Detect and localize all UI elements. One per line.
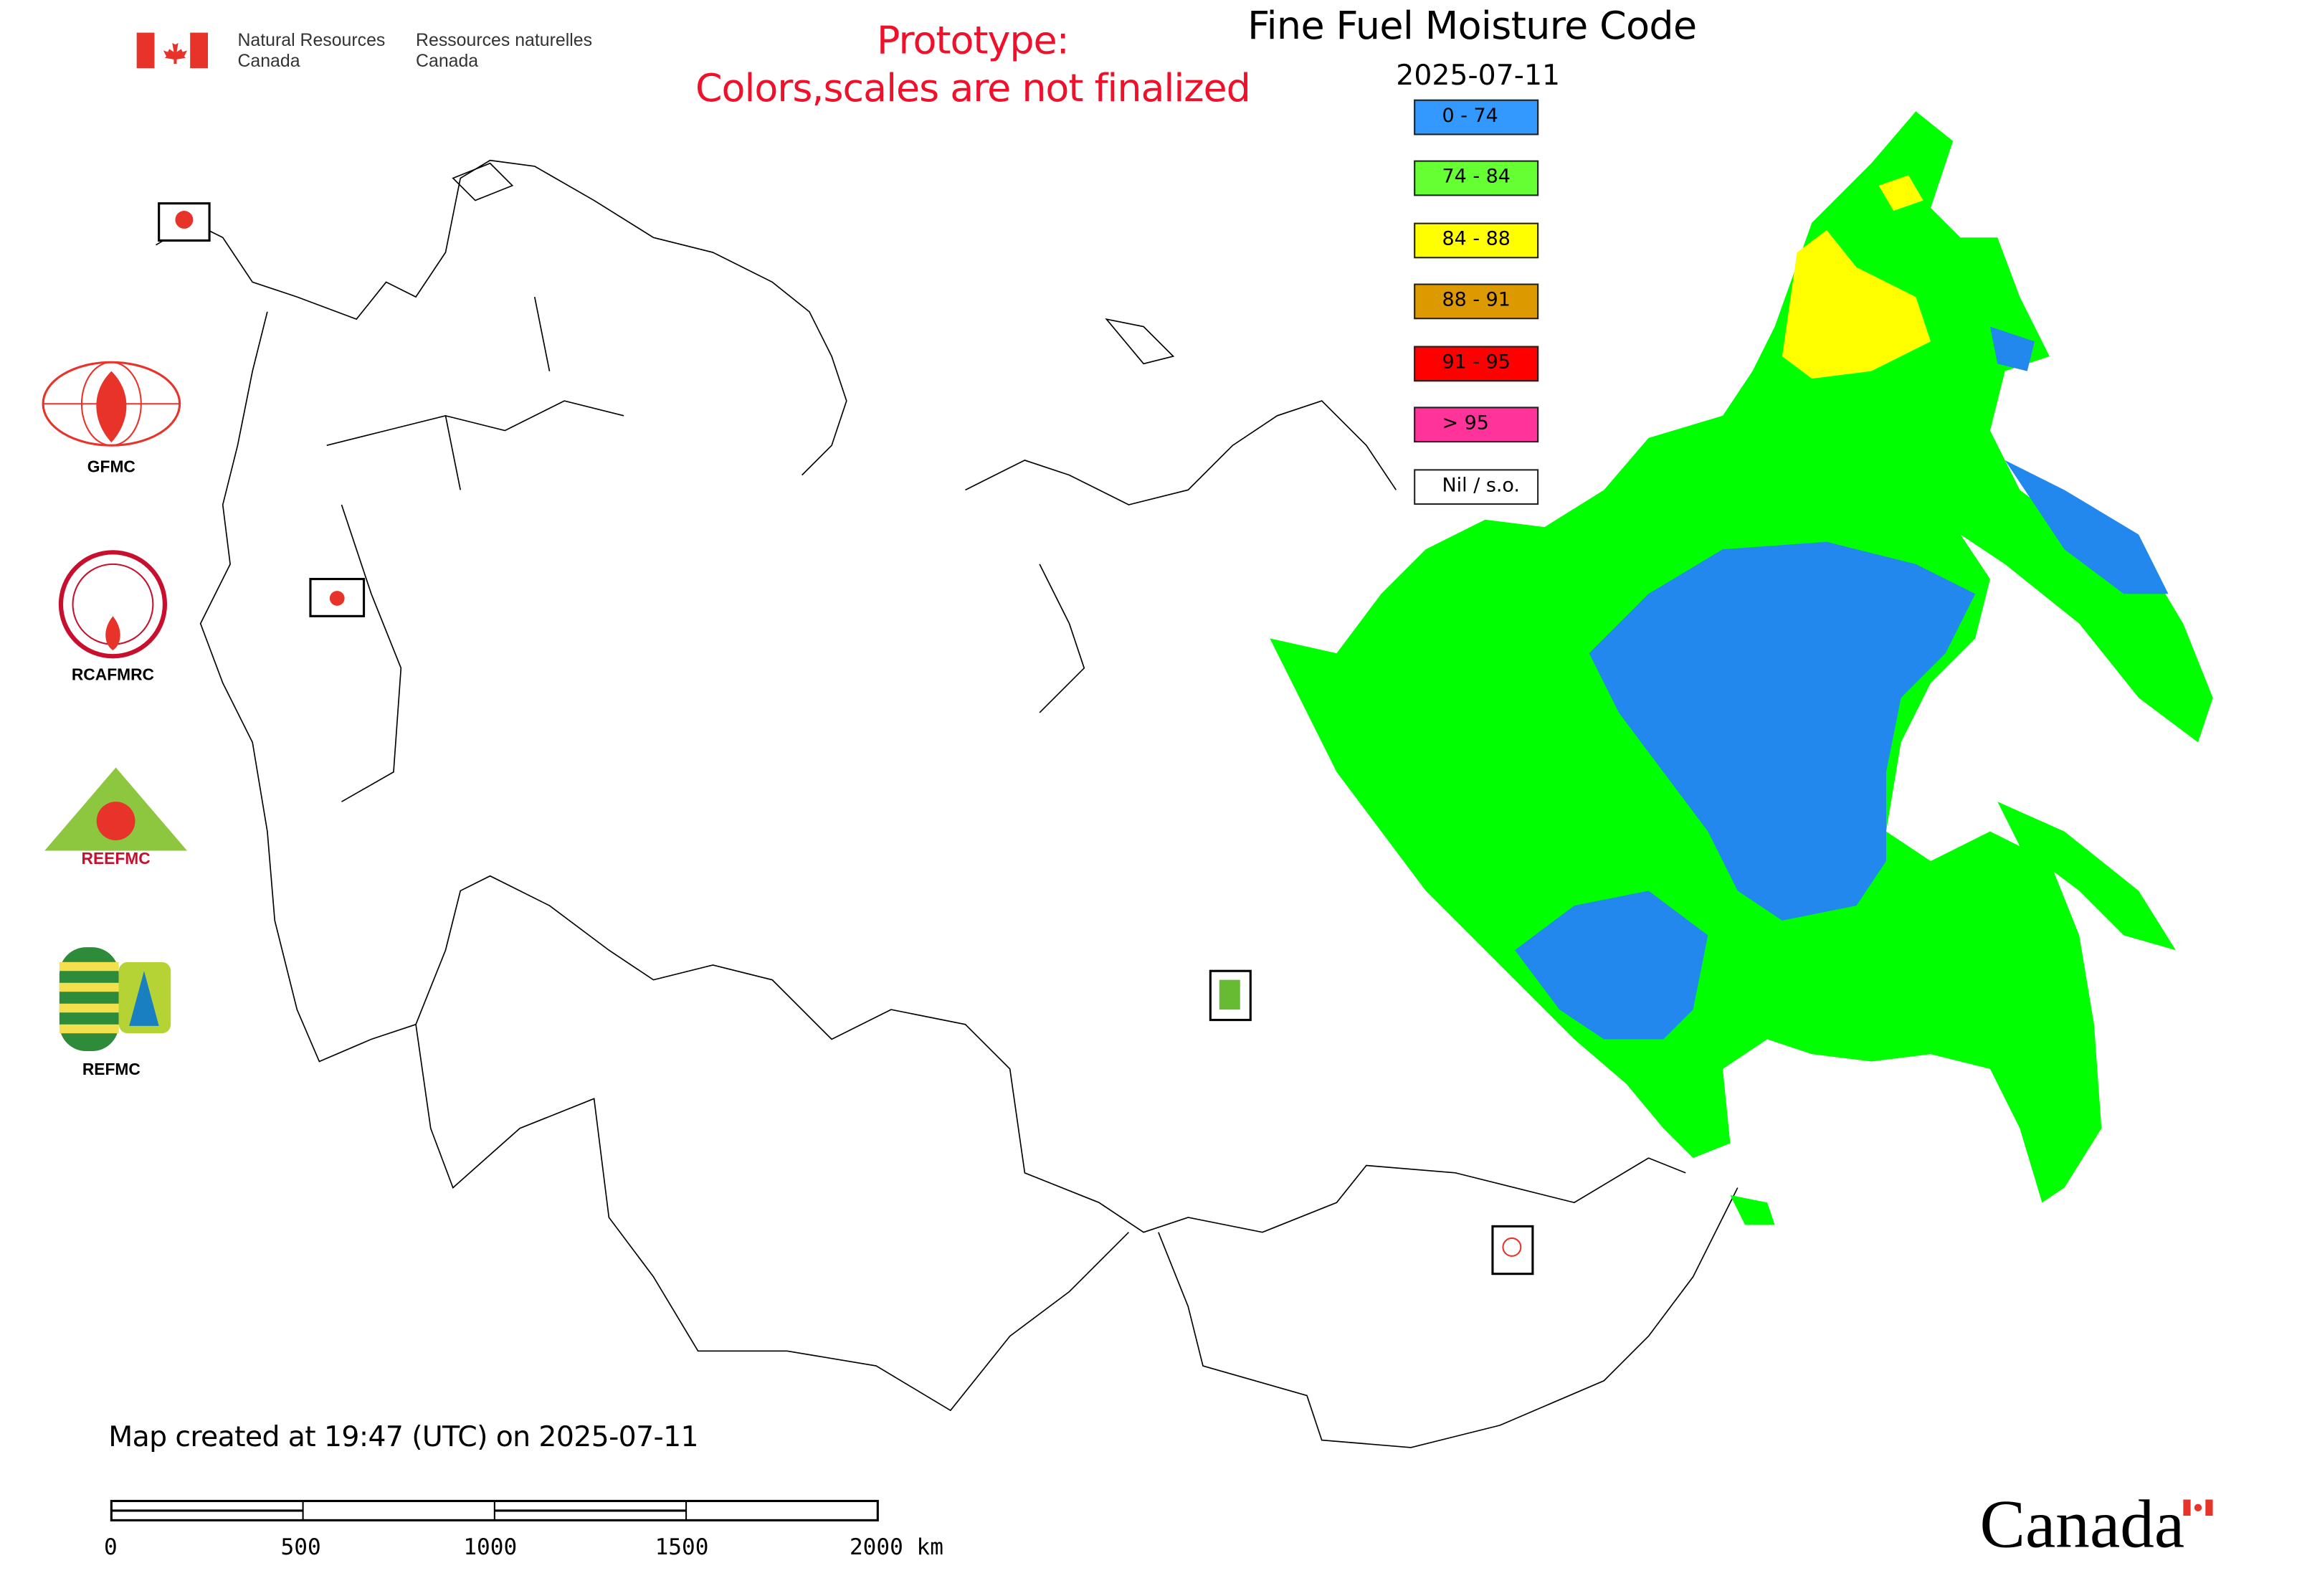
canada-flag-icon (136, 32, 209, 69)
scale-bar (110, 1499, 879, 1521)
legend-item: 74 - 84 (1414, 160, 1539, 196)
map-created-timestamp: Map created at 19:47 (UTC) on 2025-07-11 (108, 1420, 698, 1454)
svg-text:REEFMC: REEFMC (82, 849, 151, 868)
legend-item: Nil / s.o. (1414, 469, 1539, 505)
coastline-north (156, 159, 847, 476)
agency-name-en: Natural Resources Canada (237, 29, 386, 72)
legend-item: 0 - 74 (1414, 99, 1539, 136)
canada-wordmark: Canada (1979, 1486, 2185, 1562)
scale-tick: 1000 (463, 1534, 518, 1561)
agency-name-fr: Ressources naturelles Canada (416, 29, 593, 72)
ffmc-area-84-88 (1782, 175, 1931, 379)
kazakhstan-border (415, 1024, 1130, 1412)
map-date: 2025-07-11 (1396, 59, 1561, 92)
rcafmrc-marker (1491, 1225, 1534, 1276)
inner-borders (326, 296, 624, 802)
refmc-logo: REFMC (37, 944, 186, 1079)
scale-tick: 1500 (655, 1534, 709, 1561)
ffmc-area-0-74 (1515, 326, 2169, 1040)
scale-tick: 0 (104, 1534, 118, 1561)
legend-item: 84 - 88 (1414, 222, 1539, 259)
islands (452, 162, 1175, 365)
prototype-notice: Prototype: Colors,scales are not finaliz… (695, 19, 1251, 112)
rcafmrc-logo: RCAFMRC (39, 549, 187, 685)
legend-item: 88 - 91 (1414, 283, 1539, 320)
legend-item: 91 - 95 (1414, 346, 1539, 382)
taymyr-coast (965, 400, 1397, 713)
gfmc-logo: GFMC (37, 356, 186, 477)
wordmark-flag-icon (2183, 1499, 2213, 1516)
reefmc-logo: REEFMC (38, 764, 194, 874)
ffmc-raster (1270, 111, 2213, 1225)
scale-tick: 500 (280, 1534, 321, 1561)
mongolia-border (1158, 1187, 1739, 1448)
scale-tick: 2000 km (849, 1534, 943, 1561)
country-outlines (156, 159, 1739, 1448)
map-title: Fine Fuel Moisture Code (1247, 4, 1697, 49)
legend-item: > 95 (1414, 407, 1539, 443)
region-borders (199, 311, 1686, 1233)
